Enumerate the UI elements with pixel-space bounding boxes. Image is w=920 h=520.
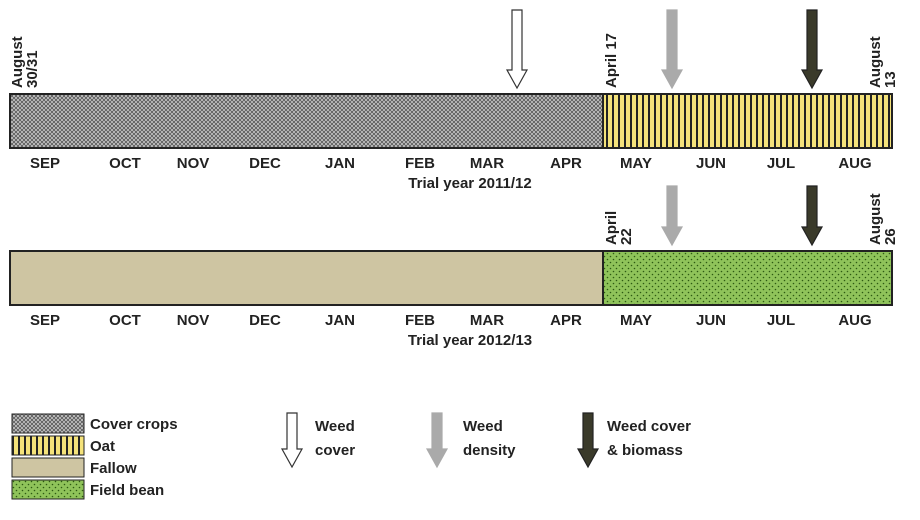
month-label: MAY <box>620 155 652 172</box>
date-label: April 17 <box>603 33 620 88</box>
arrow <box>660 9 684 90</box>
month-label: SEP <box>30 312 60 329</box>
month-label: JUL <box>767 312 795 329</box>
month-label: DEC <box>249 155 281 172</box>
date-label: April <box>603 211 620 245</box>
month-label: MAR <box>470 155 504 172</box>
legend-label: cover <box>315 442 355 459</box>
month-label: FEB <box>405 155 435 172</box>
crop-period <box>602 250 893 306</box>
date-label: August <box>867 193 884 245</box>
legend-label: Weed <box>463 418 503 435</box>
month-label: JAN <box>325 155 355 172</box>
month-label: MAY <box>620 312 652 329</box>
legend-swatch <box>11 435 85 456</box>
month-label: SEP <box>30 155 60 172</box>
crop-period <box>9 93 604 149</box>
month-label: AUG <box>838 312 871 329</box>
month-label: OCT <box>109 155 141 172</box>
legend-label: Weed cover <box>607 418 691 435</box>
date-label: 26 <box>882 228 899 245</box>
date-label: 13 <box>882 71 899 88</box>
month-label: NOV <box>177 312 210 329</box>
arrow <box>505 9 529 90</box>
month-label: OCT <box>109 312 141 329</box>
legend-label: Cover crops <box>90 416 178 433</box>
legend-swatch <box>11 479 85 500</box>
legend-swatch <box>11 413 85 434</box>
date-label: 22 <box>618 228 635 245</box>
month-label: FEB <box>405 312 435 329</box>
legend-label: Weed <box>315 418 355 435</box>
legend-label: Field bean <box>90 482 164 499</box>
month-label: JUN <box>696 155 726 172</box>
month-label: APR <box>550 155 582 172</box>
legend-label: Oat <box>90 438 115 455</box>
arrow <box>800 9 824 90</box>
trial-year-caption: Trial year 2012/13 <box>408 332 532 349</box>
arrow <box>800 185 824 247</box>
arrow <box>576 412 600 469</box>
month-label: NOV <box>177 155 210 172</box>
legend-label: Fallow <box>90 460 137 477</box>
month-label: JAN <box>325 312 355 329</box>
trial-year-caption: Trial year 2011/12 <box>408 175 531 192</box>
date-label: 30/31 <box>24 50 41 88</box>
month-label: JUL <box>767 155 795 172</box>
arrow <box>660 185 684 247</box>
month-label: DEC <box>249 312 281 329</box>
date-label: August <box>867 36 884 88</box>
arrow <box>425 412 449 469</box>
legend-swatch <box>11 457 85 478</box>
month-label: AUG <box>838 155 871 172</box>
arrow <box>280 412 304 469</box>
month-label: APR <box>550 312 582 329</box>
crop-period <box>9 250 604 306</box>
month-label: JUN <box>696 312 726 329</box>
crop-period <box>602 93 893 149</box>
month-label: MAR <box>470 312 504 329</box>
legend-label: & biomass <box>607 442 683 459</box>
date-label: August <box>9 36 26 88</box>
legend-label: density <box>463 442 516 459</box>
